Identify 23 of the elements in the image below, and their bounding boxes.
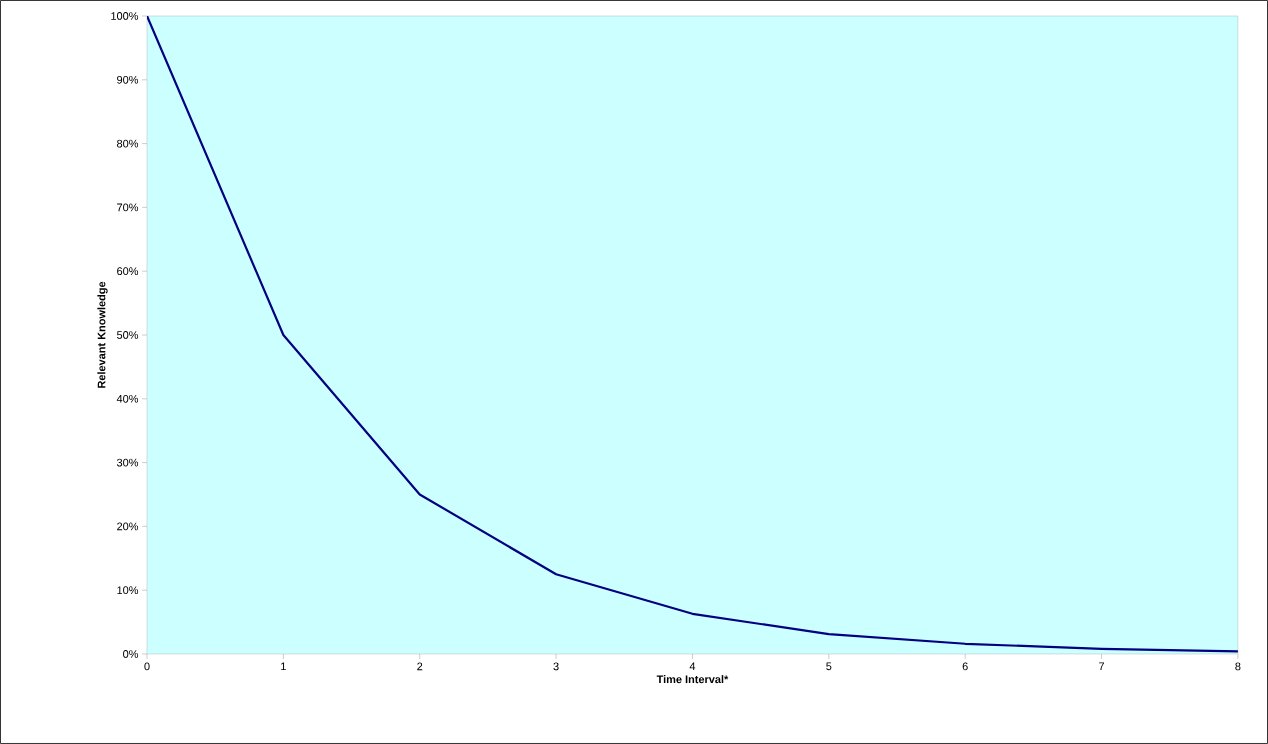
x-tick-label: 1 [281,662,286,671]
x-tick-label: 5 [826,662,832,671]
y-tick-label: 60% [117,267,139,276]
y-tick-label: 0% [123,650,139,658]
y-tick-label: 10% [117,586,139,595]
y-tick-label: 50% [116,331,139,339]
x-tick-label: 0 [144,662,150,671]
x-tick-label: 4 [689,662,696,671]
line-series [147,15,1238,653]
y-axis-title: Relevant Knowledge [97,281,108,388]
y-tick-label: 20% [117,522,139,531]
y-tick-label: 40% [116,394,139,403]
x-tick-label: 2 [417,662,423,671]
y-tick-label: 30% [116,458,139,467]
x-tick-label: 7 [1099,662,1105,671]
x-tick-label: 3 [553,662,559,671]
x-axis-title: Time Interval* [656,675,729,684]
y-tick-label: 100% [111,12,139,20]
y-tick-label: 80% [117,139,139,148]
y-tick-label: 70% [117,203,139,212]
x-tick-label: 8 [1235,662,1241,671]
y-tick-label: 90% [117,75,139,84]
x-tick-label: 6 [962,662,968,671]
